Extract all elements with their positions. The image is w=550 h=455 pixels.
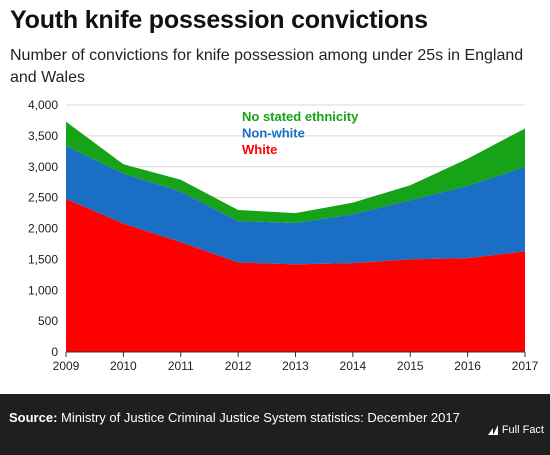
x-tick-label: 2015 — [397, 359, 424, 373]
legend-white: White — [242, 142, 277, 157]
area-non-white — [66, 145, 525, 265]
legend-no-stated-ethnicity: No stated ethnicity — [242, 109, 359, 124]
stacked-areas — [66, 121, 525, 352]
y-tick-label: 1,500 — [28, 252, 58, 266]
area-chart: 05001,0001,5002,0002,5003,0003,5004,000 … — [28, 98, 539, 373]
x-tick-label: 2014 — [340, 359, 367, 373]
area-white — [66, 198, 525, 352]
x-tick-label: 2013 — [282, 359, 309, 373]
x-tick-label: 2011 — [168, 359, 194, 373]
y-tick-label: 3,000 — [28, 160, 58, 174]
footer-bar: Source: Ministry of Justice Criminal Jus… — [0, 394, 550, 455]
y-tick-label: 2,500 — [28, 191, 58, 205]
chart-title: Youth knife possession convictions — [10, 6, 428, 34]
y-tick-label: 500 — [38, 314, 58, 328]
x-axis: 2009 2010 2011 2012 2013 2014 2015 2016 2017 — [53, 351, 539, 373]
legend-non-white: Non-white — [242, 126, 305, 141]
y-tick-label: 2,000 — [28, 222, 58, 236]
source-label: Source: — [9, 410, 58, 425]
x-tick-label: 2010 — [110, 359, 137, 373]
y-tick-label: 1,000 — [28, 283, 58, 297]
x-tick-label: 2017 — [512, 359, 539, 373]
source-text: Ministry of Justice Criminal Justice Sys… — [61, 410, 460, 425]
x-tick-label: 2012 — [225, 359, 252, 373]
chart-subtitle: Number of convictions for knife possessi… — [10, 47, 524, 86]
y-tick-label: 3,500 — [28, 129, 58, 143]
source-note: Source: Ministry of Justice Criminal Jus… — [9, 410, 460, 425]
y-tick-label: 0 — [51, 345, 58, 359]
full-fact-logo: Full Fact — [487, 424, 544, 436]
logo-text: Full Fact — [501, 424, 544, 436]
area-no-stated-ethnicity — [66, 121, 525, 223]
x-tick-label: 2016 — [454, 359, 481, 373]
y-tick-label: 4,000 — [28, 98, 58, 112]
full-fact-logo-icon — [487, 425, 498, 435]
x-tick-label: 2009 — [53, 359, 80, 373]
y-axis: 0 500 1,000 1,500 2,000 2,500 3,000 3,500 4,000 — [28, 98, 58, 359]
